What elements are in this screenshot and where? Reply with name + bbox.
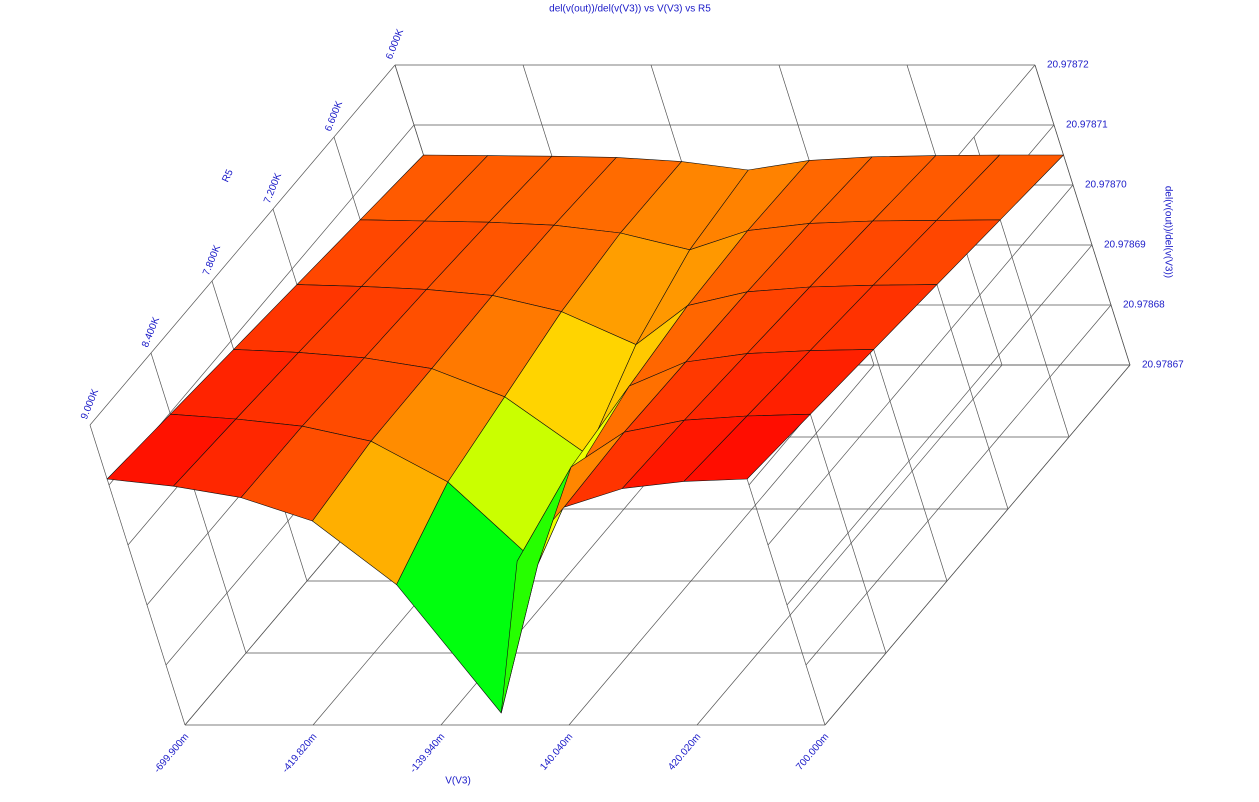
right-wall-grid-line [767,184,1074,546]
y-tick-label: 6.000K [384,27,406,61]
z-tick-label: 20.97870 [1085,180,1127,191]
z-tick-label: 20.97871 [1066,120,1108,131]
x-tick-label: 700.000m [794,732,831,773]
chart-title: del(v(out))/del(v(V3)) vs V(V3) vs R5 [549,4,711,15]
z-axis-label: del(v(out))/del(v(V3)) [1162,186,1173,278]
x-axis-label: V(V3) [445,776,471,787]
x-tick-label: 420.020m [666,732,703,773]
left-wall-grid-line [89,424,186,726]
z-tick-label: 20.97869 [1104,240,1146,251]
x-tick-label: 140.040m [538,732,575,773]
floor-grid-line [568,364,875,726]
right-wall-grid-line [1034,64,1131,366]
x-tick-label: -699.900m [152,732,191,776]
left-wall-grid-line [150,352,247,654]
x-tick-label: -419.820m [280,732,319,776]
y-axis-label: R5 [220,168,236,185]
surface-cell [500,466,572,714]
right-wall-grid-line [786,244,1093,606]
x-tick-label: -139.940m [408,732,447,776]
z-tick-label: 20.97868 [1123,300,1165,311]
z-tick-label: 20.97872 [1047,60,1089,71]
right-wall-grid-line [805,304,1112,666]
right-wall-grid-line [824,364,1131,726]
floor-grid-line [696,364,1003,726]
left-wall-grid-line [89,64,396,426]
z-tick-label: 20.97867 [1142,360,1184,371]
